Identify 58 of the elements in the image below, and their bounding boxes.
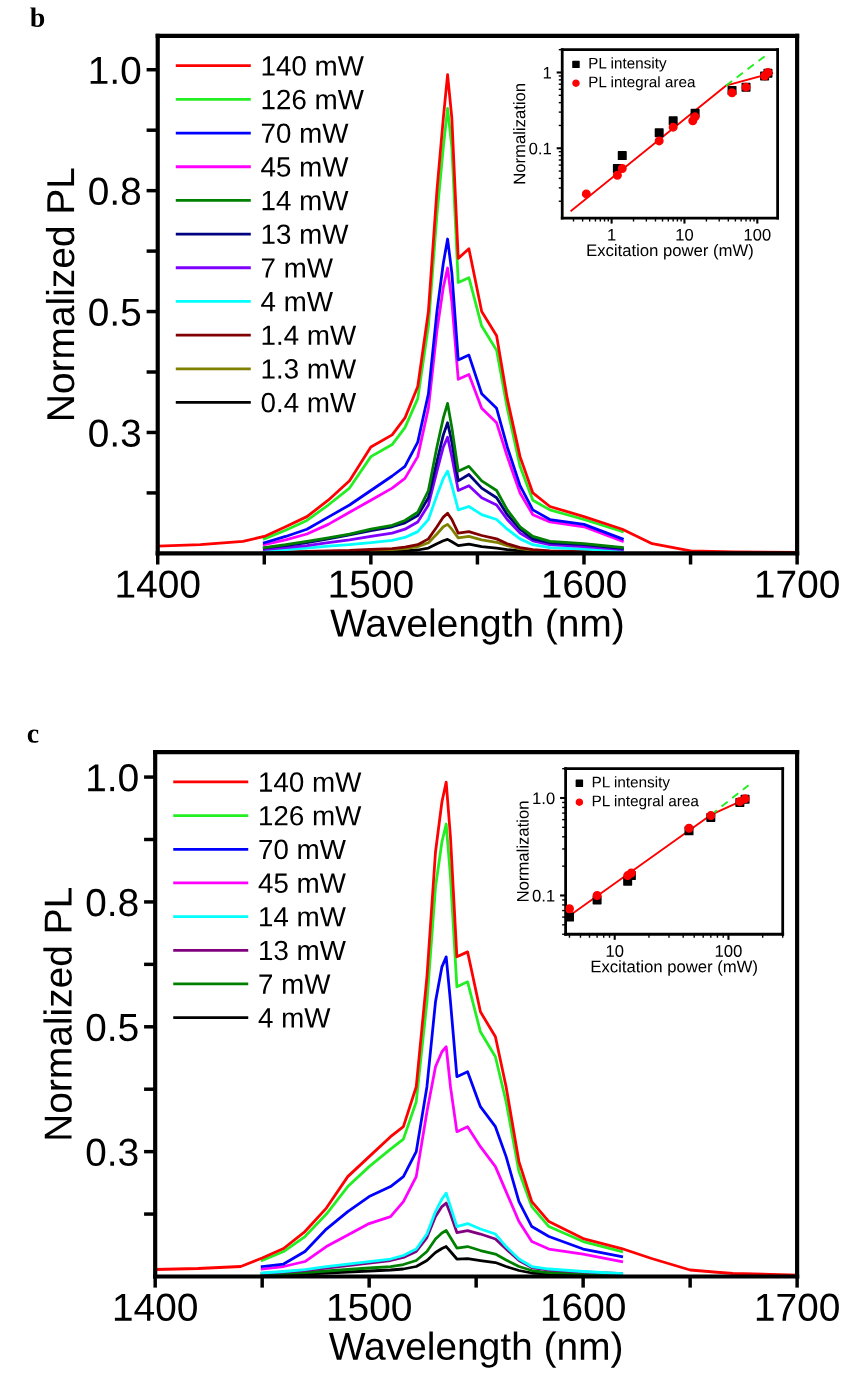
y-tick-label: 1.0 xyxy=(533,792,555,805)
x-axis-title: Wavelength (nm) xyxy=(330,608,623,645)
x-tick-label: 1600 xyxy=(542,1293,625,1322)
legend-label: 7 mW xyxy=(259,974,331,994)
x-tick-label: 10 xyxy=(676,228,694,241)
legend-label: 13 mW xyxy=(260,940,346,961)
legend-label: 7 mW xyxy=(261,258,333,278)
y-tick-label: 0.5 xyxy=(86,1013,138,1042)
legend-label: 13 mW xyxy=(262,224,349,245)
legend-label: 140 mW xyxy=(260,772,362,792)
y-tick-label: 0.8 xyxy=(86,888,138,917)
x-tick-label: 1500 xyxy=(330,570,413,598)
legend-label: 1.4 mW xyxy=(262,325,357,345)
x-tick-label: 1700 xyxy=(756,1293,839,1322)
legend-label: 4 mW xyxy=(261,292,333,312)
legend-label: 126 mW xyxy=(260,805,362,826)
x-axis-title: Wavelength (nm) xyxy=(329,1331,622,1368)
x-tick-label: 100 xyxy=(715,945,742,957)
y-axis-title: Normalization xyxy=(513,84,526,184)
legend-label: 14 mW xyxy=(260,907,346,927)
x-axis-title: Excitation power (mW) xyxy=(587,243,753,260)
y-axis-title: Normalized PL xyxy=(43,888,72,1139)
x-tick-label: 1700 xyxy=(756,570,839,598)
x-tick-label: 1 xyxy=(608,229,616,241)
legend-label: 70 mW xyxy=(259,839,346,860)
legend-label: 126 mW xyxy=(262,89,364,110)
legend-label: 1.3 mW xyxy=(262,359,357,379)
legend-label: PL intensity xyxy=(589,57,667,72)
y-axis-title: Normalization xyxy=(516,801,529,902)
legend-label: PL intensity xyxy=(592,776,670,791)
text: c xyxy=(27,729,39,743)
legend-label: 4 mW xyxy=(258,1008,331,1028)
text: b xyxy=(30,7,45,27)
legend-label: 45 mW xyxy=(261,157,349,177)
legend-label: 70 mW xyxy=(261,123,349,144)
y-axis-title: Normalized PL xyxy=(45,168,75,419)
x-tick-label: 100 xyxy=(744,228,771,241)
x-axis-title: Excitation power (mW) xyxy=(591,960,757,976)
y-tick-label: 0.8 xyxy=(89,177,141,206)
x-tick-label: 1600 xyxy=(543,570,626,598)
legend-label: 0.4 mW xyxy=(261,392,357,413)
x-tick-label: 1400 xyxy=(114,1293,197,1322)
y-tick-label: 0.3 xyxy=(89,419,141,447)
y-tick-label: 0.1 xyxy=(529,142,551,155)
x-tick-label: 1500 xyxy=(328,1293,411,1322)
y-tick-label: 0.3 xyxy=(86,1138,138,1167)
y-tick-label: 0.1 xyxy=(532,889,555,902)
y-tick-label: 1.0 xyxy=(90,56,141,85)
y-tick-label: 0.5 xyxy=(89,298,141,327)
legend-label: 14 mW xyxy=(262,191,349,211)
legend-label: 140 mW xyxy=(262,56,364,76)
legend-label: 45 mW xyxy=(258,873,346,893)
y-tick-label: 1 xyxy=(543,67,551,79)
legend-label: PL integral area xyxy=(592,795,699,810)
x-tick-label: 1400 xyxy=(117,570,200,598)
legend-label: PL integral area xyxy=(589,76,696,91)
x-tick-label: 10 xyxy=(606,945,624,957)
y-tick-label: 1.0 xyxy=(88,764,138,792)
